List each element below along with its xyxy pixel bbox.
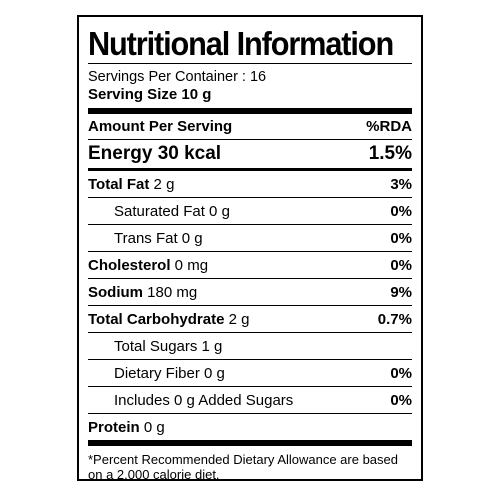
nutrient-name: Sodium	[88, 283, 143, 301]
footnote: *Percent Recommended Dietary Allowance a…	[88, 446, 412, 482]
divider	[88, 224, 412, 225]
nutrient-name: Total Fat	[88, 175, 150, 193]
thick-divider	[88, 440, 412, 446]
column-header-row: Amount Per Serving %RDA	[88, 114, 412, 139]
divider	[88, 386, 412, 387]
nutrient-row-sodium: Sodium 180 mg 9%	[88, 279, 412, 305]
nutrient-label: Sodium 180 mg	[88, 284, 197, 301]
nutrient-row-protein: Protein 0 g	[88, 414, 412, 440]
divider	[88, 251, 412, 252]
nutrient-label: Protein 0 g	[88, 419, 165, 436]
footnote-line-1: *Percent Recommended Dietary Allowance a…	[88, 452, 399, 467]
divider	[88, 332, 412, 333]
servings-per-container: Servings Per Container : 16	[88, 69, 267, 85]
nutrient-amount: 2 g	[149, 175, 175, 193]
servings-block: Servings Per Container : 16 Serving Size…	[88, 64, 412, 108]
nutrient-name: Protein	[88, 418, 140, 436]
divider	[88, 197, 412, 198]
serving-size: Serving Size 10 g	[88, 86, 212, 103]
nutrient-percent: 0%	[390, 202, 412, 220]
nutrient-amount: 2 g	[224, 310, 250, 328]
medium-divider	[88, 168, 412, 171]
energy-label: Energy 30 kcal	[88, 143, 222, 164]
nutrient-amount: 0 mg	[170, 256, 209, 274]
divider	[88, 413, 412, 414]
divider	[88, 359, 412, 360]
energy-row: Energy 30 kcal 1.5%	[88, 140, 412, 168]
nutrient-percent: 0%	[390, 364, 412, 382]
energy-percent: 1.5%	[368, 143, 412, 164]
nutrient-row-total-fat: Total Fat 2 g 3%	[88, 171, 412, 197]
nutrient-name: Trans Fat 0 g	[114, 229, 203, 247]
nutrient-label: Cholesterol 0 mg	[88, 257, 208, 274]
divider	[88, 305, 412, 306]
nutrient-row-added-sugars: Includes 0 g Added Sugars 0%	[88, 387, 412, 413]
nutrient-name: Total Sugars 1 g	[114, 337, 223, 355]
nutrient-label: Total Fat 2 g	[88, 176, 174, 193]
nutrient-name: Cholesterol	[88, 256, 171, 274]
nutrient-row-saturated-fat: Saturated Fat 0 g 0%	[88, 198, 412, 224]
nutrient-amount: 180 mg	[143, 283, 198, 301]
footnote-line-2: on a 2,000 calorie diet.	[88, 467, 220, 482]
nutrient-row-total-carbohydrate: Total Carbohydrate 2 g 0.7%	[88, 306, 412, 332]
nutrient-percent: 0%	[390, 256, 412, 274]
nutrient-name: Includes 0 g Added Sugars	[114, 391, 294, 409]
nutrient-row-cholesterol: Cholesterol 0 mg 0%	[88, 252, 412, 278]
nutrient-name: Dietary Fiber 0 g	[114, 364, 225, 382]
nutrient-label: Total Carbohydrate 2 g	[88, 311, 249, 328]
nutrient-row-trans-fat: Trans Fat 0 g 0%	[88, 225, 412, 251]
nutrient-percent: 0%	[390, 391, 412, 409]
rda-label: %RDA	[366, 118, 412, 135]
nutrient-row-dietary-fiber: Dietary Fiber 0 g 0%	[88, 360, 412, 386]
nutrition-label: Nutritional Information Servings Per Con…	[77, 15, 423, 482]
nutrient-percent: 9%	[390, 283, 412, 301]
nutrient-percent: 0%	[390, 229, 412, 247]
divider	[88, 139, 412, 140]
nutrient-amount: 0 g	[139, 418, 165, 436]
label-title: Nutritional Information	[88, 25, 394, 62]
nutrient-name: Total Carbohydrate	[88, 310, 225, 328]
divider	[88, 63, 412, 64]
nutrient-percent: 3%	[390, 175, 412, 193]
amount-per-serving-label: Amount Per Serving	[88, 118, 233, 135]
thick-divider	[88, 108, 412, 114]
divider	[88, 278, 412, 279]
nutrient-row-total-sugars: Total Sugars 1 g	[88, 333, 412, 359]
nutrient-name: Saturated Fat 0 g	[114, 202, 230, 220]
nutrient-percent: 0.7%	[377, 310, 412, 328]
